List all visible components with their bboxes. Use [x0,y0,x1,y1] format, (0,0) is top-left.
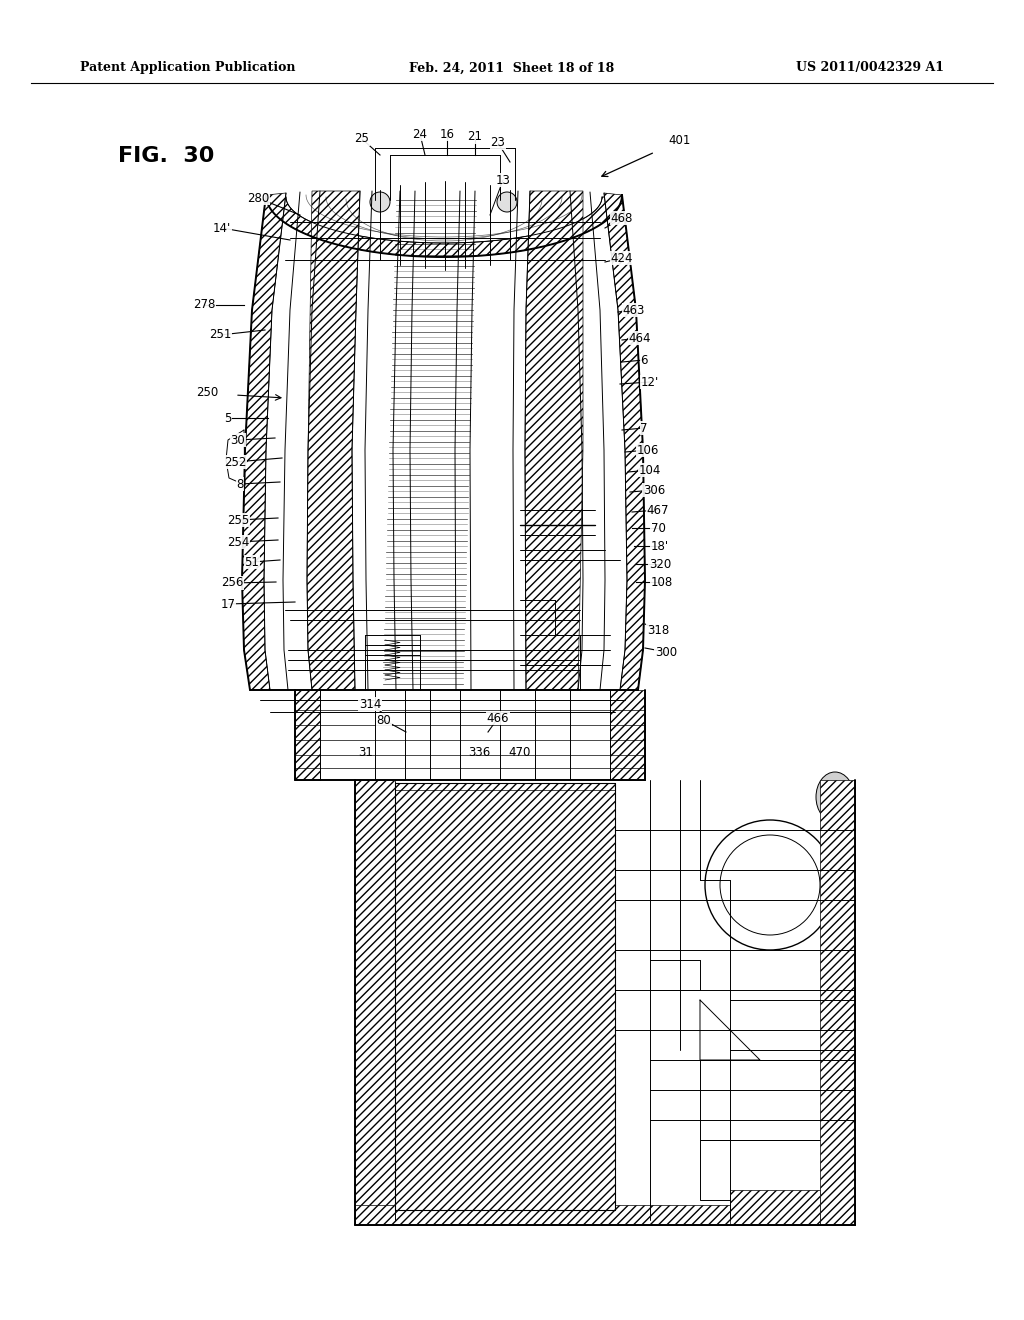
Text: 256: 256 [221,577,243,590]
Polygon shape [307,191,360,690]
Text: 80: 80 [377,714,391,726]
Text: 467: 467 [647,503,670,516]
Polygon shape [820,780,855,1225]
Text: 106: 106 [637,444,659,457]
Text: 14': 14' [213,222,231,235]
Text: Feb. 24, 2011  Sheet 18 of 18: Feb. 24, 2011 Sheet 18 of 18 [410,62,614,74]
Text: 314: 314 [358,697,381,710]
Text: 255: 255 [227,513,249,527]
Text: 466: 466 [486,711,509,725]
Text: 30: 30 [230,433,246,446]
Text: Patent Application Publication: Patent Application Publication [80,62,296,74]
Bar [700,1060,830,1140]
Text: 16: 16 [439,128,455,140]
Text: FIG.  30: FIG. 30 [118,147,214,166]
Text: 336: 336 [468,746,490,759]
Text: 7: 7 [640,421,648,434]
Text: 278: 278 [193,298,215,312]
Polygon shape [266,195,622,257]
Polygon shape [355,1205,855,1225]
Polygon shape [242,193,286,690]
Polygon shape [355,780,395,1220]
Text: 104: 104 [639,463,662,477]
Bar [700,1140,830,1200]
Text: 320: 320 [649,557,671,570]
Polygon shape [604,193,645,690]
Text: 23: 23 [490,136,506,149]
Text: 51: 51 [245,556,259,569]
Text: 250: 250 [196,385,218,399]
Text: 5: 5 [224,412,231,425]
Text: 70: 70 [650,521,666,535]
Text: 463: 463 [623,304,645,317]
Circle shape [497,191,517,213]
Polygon shape [730,1191,820,1225]
Text: 401: 401 [668,133,690,147]
Text: 24: 24 [413,128,427,140]
Text: 252: 252 [224,455,246,469]
Text: 254: 254 [226,536,249,549]
Text: 468: 468 [610,211,633,224]
Text: 13: 13 [496,173,510,186]
Text: 17: 17 [220,598,236,610]
Text: US 2011/0042329 A1: US 2011/0042329 A1 [796,62,944,74]
Polygon shape [525,191,583,690]
Text: 6: 6 [640,354,648,367]
Polygon shape [610,690,645,780]
Ellipse shape [816,772,854,822]
Text: 108: 108 [651,576,673,589]
Text: 18': 18' [651,540,669,553]
Polygon shape [295,690,319,780]
Text: 300: 300 [655,645,677,659]
Text: 8: 8 [237,478,244,491]
Text: 280: 280 [247,191,269,205]
Text: 464: 464 [629,331,651,345]
Text: 25: 25 [354,132,370,145]
Polygon shape [395,783,615,1210]
Text: 470: 470 [508,746,530,759]
Text: 251: 251 [209,329,231,342]
Text: 424: 424 [610,252,633,264]
Text: 12': 12' [641,375,659,388]
Text: 31: 31 [358,746,373,759]
Text: 21: 21 [468,131,482,144]
Circle shape [370,191,390,213]
Text: 306: 306 [643,483,666,496]
Text: 318: 318 [647,623,669,636]
